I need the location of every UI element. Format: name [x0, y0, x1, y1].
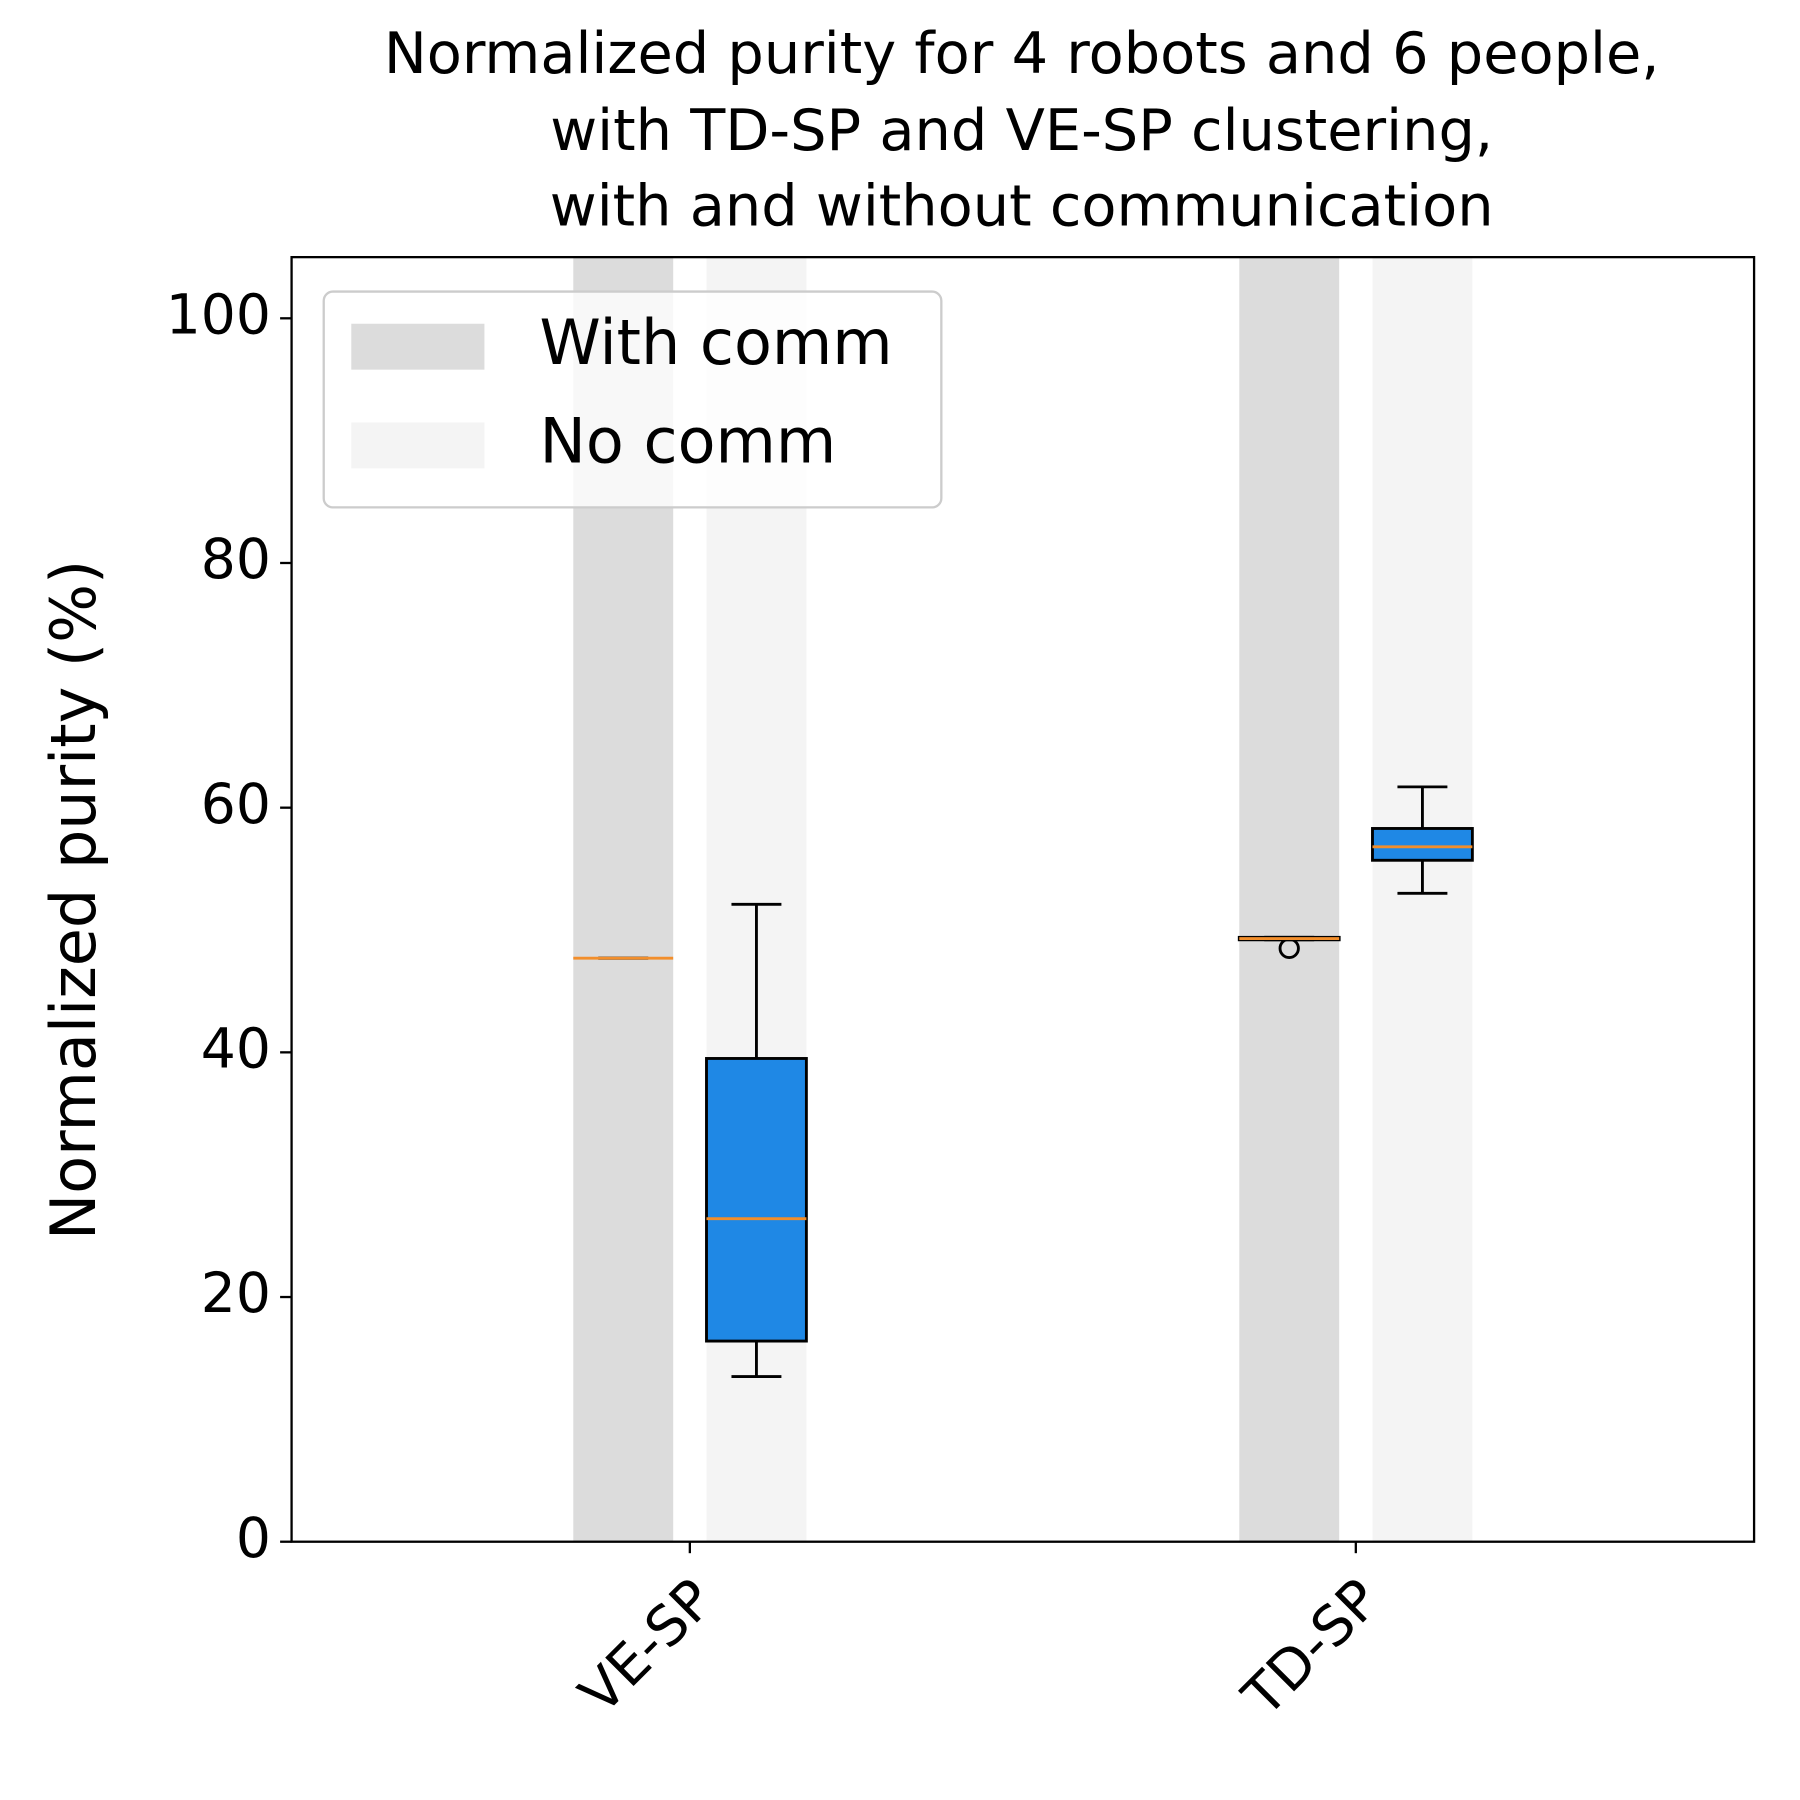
chart-title: with TD-SP and VE-SP clustering, — [550, 97, 1493, 164]
legend-swatch — [351, 323, 485, 370]
y-tick-label: 40 — [201, 1016, 271, 1080]
axes-frame — [290, 255, 1756, 1543]
legend-swatch — [351, 422, 485, 469]
y-tick-label: 60 — [201, 772, 271, 836]
y-axis-label: Normalized purity (%) — [37, 560, 110, 1240]
chart-title: Normalized purity for 4 robots and 6 peo… — [384, 20, 1660, 87]
legend-label: No comm — [540, 404, 837, 477]
box — [705, 1057, 808, 1343]
y-tick-label: 100 — [166, 282, 271, 346]
x-tick-label: TD-SP — [1230, 1567, 1392, 1729]
band — [1239, 257, 1340, 1542]
box — [1371, 827, 1474, 862]
chart-title: with and without communication — [550, 173, 1494, 240]
y-tick-label: 80 — [201, 527, 271, 591]
y-tick-label: 20 — [201, 1261, 271, 1325]
y-tick-label: 0 — [236, 1506, 271, 1570]
x-tick-label: VE-SP — [567, 1567, 726, 1726]
band — [1372, 257, 1473, 1542]
legend-label: With comm — [540, 306, 893, 379]
